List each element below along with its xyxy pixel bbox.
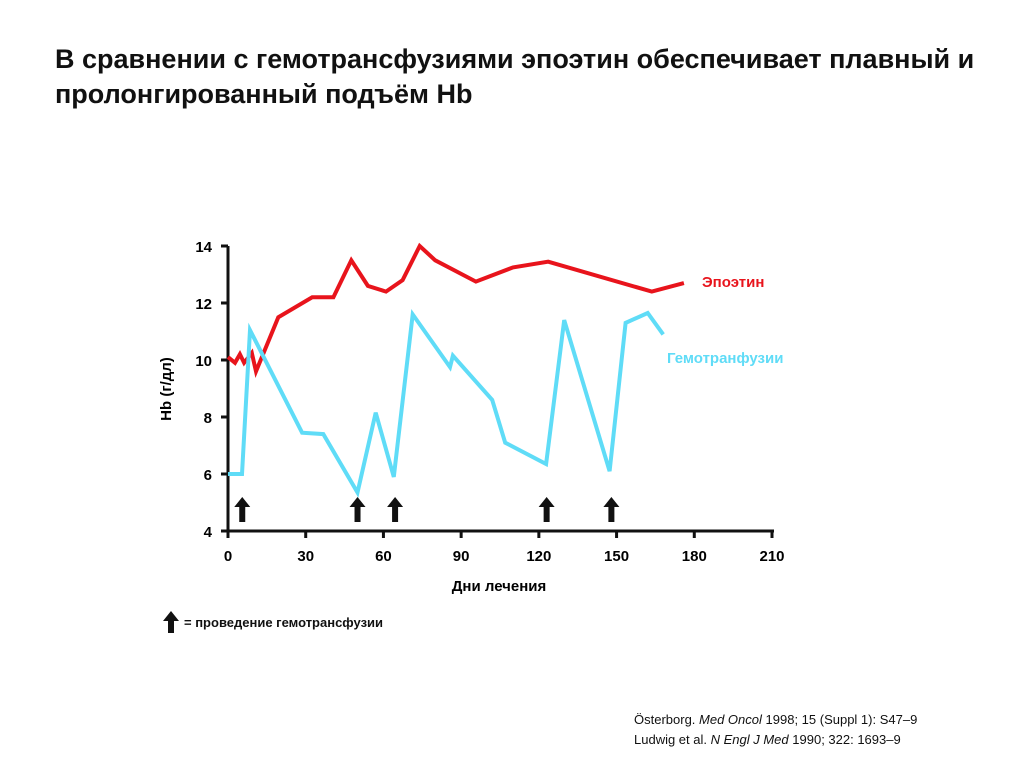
transfusion-arrow-icon bbox=[387, 497, 404, 522]
transfusion-arrows bbox=[234, 497, 620, 522]
citations: Österborg. Med Oncol 1998; 15 (Suppl 1):… bbox=[634, 710, 917, 750]
x-tick-label: 150 bbox=[604, 548, 629, 565]
x-tick-label: 210 bbox=[759, 548, 784, 565]
transfusion-arrow-icon bbox=[603, 497, 620, 522]
y-tick-label: 14 bbox=[195, 239, 212, 256]
arrow-legend: = проведение гемотрансфузии bbox=[162, 610, 383, 634]
series-line-epoetin bbox=[226, 242, 685, 378]
citation-part: Ludwig et al. bbox=[634, 732, 711, 747]
up-arrow-icon bbox=[163, 611, 179, 633]
x-tick-label: 180 bbox=[682, 548, 707, 565]
citation-part: N Engl J Med bbox=[710, 732, 789, 747]
citation-line: Österborg. Med Oncol 1998; 15 (Suppl 1):… bbox=[634, 710, 917, 730]
x-tick-label: 30 bbox=[297, 548, 314, 565]
citation-part: 1998; 15 (Suppl 1): S47–9 bbox=[761, 712, 918, 727]
series-label-epoetin: Эпоэтин bbox=[702, 274, 764, 291]
x-tick-label: 90 bbox=[453, 548, 470, 565]
y-tick-label: 8 bbox=[204, 410, 212, 427]
series-label-transfusion: Гемотранфузии bbox=[667, 350, 783, 367]
series-lines bbox=[226, 242, 685, 498]
x-axis-label: Дни лечения bbox=[452, 578, 547, 595]
citation-part: Österborg. bbox=[634, 712, 700, 727]
citation-part: 1990; 322: 1693–9 bbox=[788, 732, 901, 747]
y-tick-label: 6 bbox=[204, 467, 212, 484]
series-line-transfusion bbox=[228, 308, 665, 498]
citation-line: Ludwig et al. N Engl J Med 1990; 322: 16… bbox=[634, 730, 917, 750]
transfusion-arrow-icon bbox=[234, 497, 251, 522]
y-tick-label: 4 bbox=[204, 524, 213, 541]
legend-note: = проведение гемотрансфузии bbox=[184, 614, 384, 630]
transfusion-arrow-icon bbox=[349, 497, 366, 522]
x-tick-label: 60 bbox=[375, 548, 392, 565]
slide-title: В сравнении с гемотрансфузиями эпоэтин о… bbox=[55, 44, 975, 109]
axes: 0 30 60 90 120 150 180 210 4 6 8 10 12 14 bbox=[195, 239, 784, 565]
y-tick-label: 10 bbox=[195, 353, 212, 370]
x-tick-label: 120 bbox=[526, 548, 551, 565]
citation-part: Med Oncol bbox=[699, 712, 762, 727]
transfusion-arrow-icon bbox=[538, 497, 555, 522]
x-tick-label: 0 bbox=[224, 548, 232, 565]
y-axis-label: Hb (г/дл) bbox=[158, 357, 175, 421]
y-tick-label: 12 bbox=[195, 296, 212, 313]
